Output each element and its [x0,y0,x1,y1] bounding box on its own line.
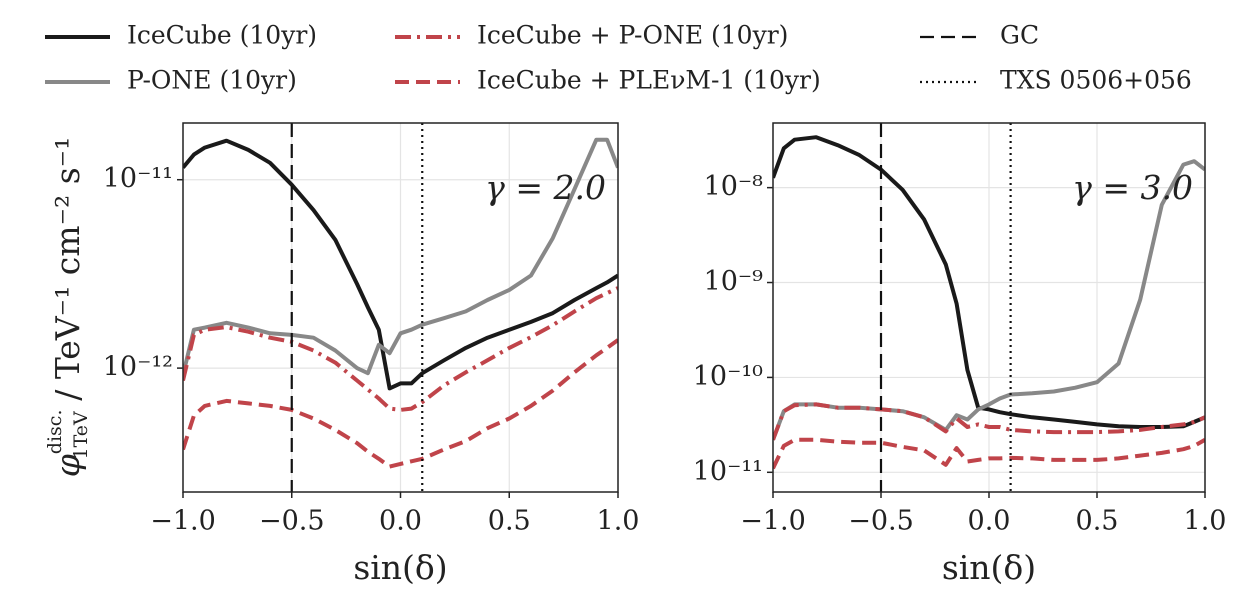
y-label-units: / TeV⁻¹ cm⁻² s⁻¹ [48,137,87,412]
x-tick-label: 0.5 [1076,506,1119,537]
series-line [183,338,618,469]
y-tick-label: 10⁻¹⁰ [693,361,763,392]
legend-label: GC [1000,21,1039,50]
x-tick-label: −0.5 [848,506,914,537]
x-tick-label: 1.0 [597,506,640,537]
x-tick-label: 0.0 [379,506,422,537]
annotation: γ = 3.0 [1072,168,1193,207]
x-tick-label: 1.0 [1184,506,1227,537]
plot-area [773,135,1205,470]
y-tick-label: 10⁻⁸ [704,171,764,202]
y-tick-label: 10⁻¹² [103,352,173,383]
y-axis-label: φdisc. 1TeV / TeV⁻¹ cm⁻² s⁻¹ [44,137,92,478]
y-label-symbol: φ [48,454,87,477]
annotation: γ = 2.0 [485,168,606,207]
series-line [183,137,618,376]
series-line [773,437,1205,470]
x-tick-label: −0.5 [259,506,325,537]
x-axis-label: sin(δ) [353,548,447,587]
y-label-sup: disc. [44,410,66,455]
plot-area [183,137,618,469]
y-tick-label: 10⁻¹¹ [693,456,763,487]
x-tick-label: −1.0 [150,506,216,537]
x-axis-label: sin(δ) [942,548,1036,587]
series-line [183,138,618,391]
y-tick-label: 10⁻⁹ [704,266,764,297]
legend-label: IceCube (10yr) [127,21,317,50]
legend-label: P-ONE (10yr) [127,66,297,95]
series-line [183,286,618,412]
legend-label: TXS 0506+056 [1000,66,1192,95]
series-line [773,159,1205,441]
axes-frame [772,122,1206,493]
legend-label: IceCube + P-ONE (10yr) [477,21,788,50]
x-tick-label: 0.0 [968,506,1011,537]
axes-frame [182,122,619,493]
y-tick-label: 10⁻¹¹ [103,163,173,194]
legend-label: IceCube + PLEνM-1 (10yr) [477,66,821,95]
x-tick-label: 0.5 [488,506,531,537]
x-tick-label: −1.0 [740,506,806,537]
y-label-sub: 1TeV [70,411,92,460]
